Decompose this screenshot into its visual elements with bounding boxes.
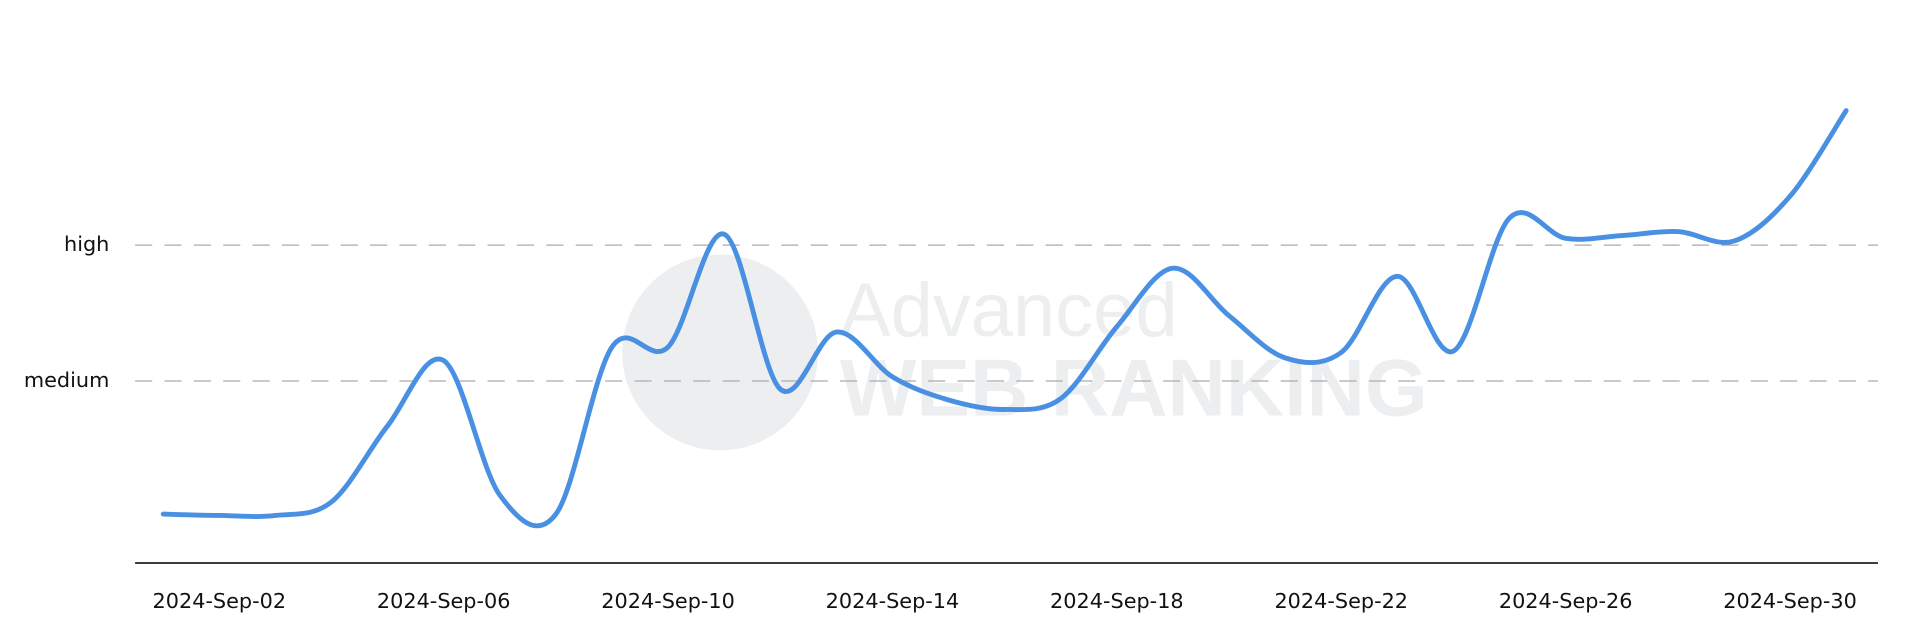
watermark-globe — [622, 254, 819, 451]
y-tick-label: high — [64, 232, 109, 256]
watermark-text: Advanced — [840, 268, 1177, 353]
x-tick-label: 2024-Sep-10 — [601, 589, 735, 613]
data-line — [160, 108, 1849, 529]
watermark-text: WEB RANKING — [840, 343, 1428, 433]
x-tick-label: 2024-Sep-26 — [1499, 589, 1633, 613]
x-tick-label: 2024-Sep-30 — [1723, 589, 1857, 613]
x-tick-label: 2024-Sep-14 — [826, 589, 960, 613]
x-tick-label: 2024-Sep-06 — [377, 589, 511, 613]
x-tick-label: 2024-Sep-02 — [153, 589, 287, 613]
x-tick-label: 2024-Sep-22 — [1274, 589, 1408, 613]
y-tick-label: medium — [24, 368, 109, 392]
watermark: Advanced WEB RANKING — [622, 254, 1428, 451]
x-tick-label: 2024-Sep-18 — [1050, 589, 1184, 613]
